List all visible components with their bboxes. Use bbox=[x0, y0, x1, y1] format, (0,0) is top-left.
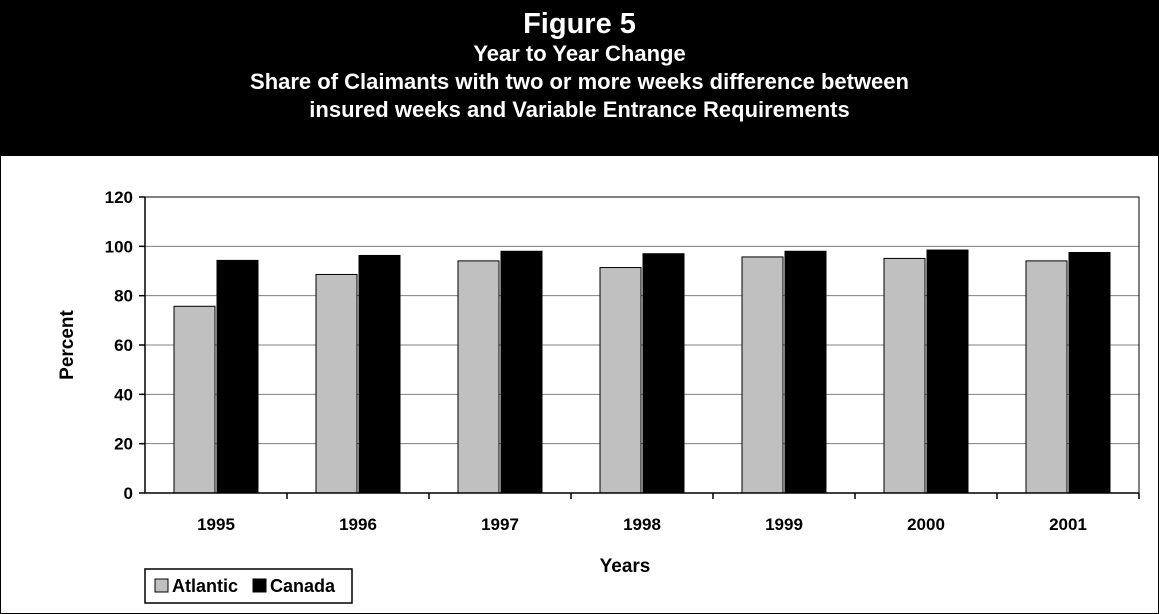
x-tick-label-2001: 2001 bbox=[1049, 515, 1087, 534]
figure-subtitle-line-1: Year to Year Change bbox=[473, 41, 686, 66]
figure-header: Figure 5 Year to Year Change Share of Cl… bbox=[1, 1, 1158, 156]
y-tick-label-80: 80 bbox=[114, 287, 133, 306]
legend-label-canada: Canada bbox=[270, 576, 336, 596]
bar-atlantic-1995 bbox=[173, 305, 216, 494]
y-tick-label-40: 40 bbox=[114, 385, 133, 404]
x-tick-label-1996: 1996 bbox=[339, 515, 377, 534]
figure-subtitle-line-2: Share of Claimants with two or more week… bbox=[250, 69, 909, 94]
bar-atlantic-2000 bbox=[883, 257, 926, 494]
y-axis-title: Percent bbox=[57, 309, 78, 379]
x-tick-label-2000: 2000 bbox=[907, 515, 945, 534]
legend: Atlantic Canada bbox=[144, 568, 353, 604]
bar-canada-1998 bbox=[642, 253, 685, 494]
y-tick-label-0: 0 bbox=[124, 484, 133, 503]
y-tick-label-100: 100 bbox=[105, 237, 133, 256]
x-tick-label-1995: 1995 bbox=[197, 515, 235, 534]
bar-atlantic-1998 bbox=[599, 267, 642, 494]
figure-title: Figure 5 bbox=[523, 8, 636, 40]
bar-canada-2000 bbox=[926, 249, 969, 494]
legend-box bbox=[144, 568, 353, 604]
y-tick-label-120: 120 bbox=[105, 188, 133, 207]
bars bbox=[173, 249, 1111, 494]
x-tick-label-1997: 1997 bbox=[481, 515, 519, 534]
bar-canada-1995 bbox=[216, 259, 259, 494]
bar-atlantic-1999 bbox=[741, 256, 784, 494]
x-tick-label-1998: 1998 bbox=[623, 515, 661, 534]
y-tick-label-20: 20 bbox=[114, 435, 133, 454]
bar-atlantic-2001 bbox=[1025, 260, 1068, 494]
legend-swatch-canada bbox=[252, 578, 267, 593]
x-axis-title: Years bbox=[600, 556, 651, 577]
bar-atlantic-1997 bbox=[457, 260, 500, 494]
legend-swatch-atlantic bbox=[154, 578, 169, 593]
bar-canada-1999 bbox=[784, 250, 827, 494]
axes: 0 20 40 60 80 100 120 1995 1996 1997 1998 1999 2000 2… bbox=[105, 188, 1140, 534]
bar-atlantic-1996 bbox=[315, 273, 358, 494]
x-tick-label-1999: 1999 bbox=[765, 515, 803, 534]
gridlines bbox=[145, 196, 1139, 445]
bar-canada-1996 bbox=[358, 254, 401, 494]
legend-label-atlantic: Atlantic bbox=[172, 576, 238, 596]
figure-subtitle-line-3: insured weeks and Variable Entrance Requ… bbox=[309, 97, 850, 122]
bar-canada-1997 bbox=[500, 250, 543, 494]
bar-canada-2001 bbox=[1068, 252, 1111, 494]
y-tick-label-60: 60 bbox=[114, 336, 133, 355]
